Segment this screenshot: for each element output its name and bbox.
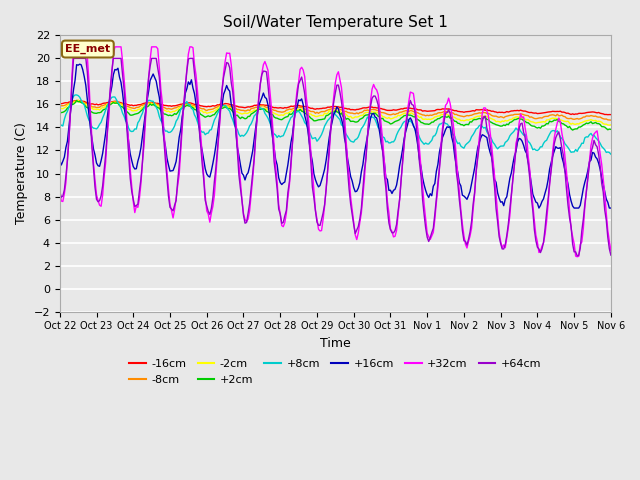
Y-axis label: Temperature (C): Temperature (C) xyxy=(15,122,28,225)
Legend: -16cm, -8cm, -2cm, +2cm, +8cm, +16cm, +32cm, +64cm: -16cm, -8cm, -2cm, +2cm, +8cm, +16cm, +3… xyxy=(125,355,546,389)
Title: Soil/Water Temperature Set 1: Soil/Water Temperature Set 1 xyxy=(223,15,448,30)
X-axis label: Time: Time xyxy=(320,337,351,350)
Text: EE_met: EE_met xyxy=(65,44,111,54)
